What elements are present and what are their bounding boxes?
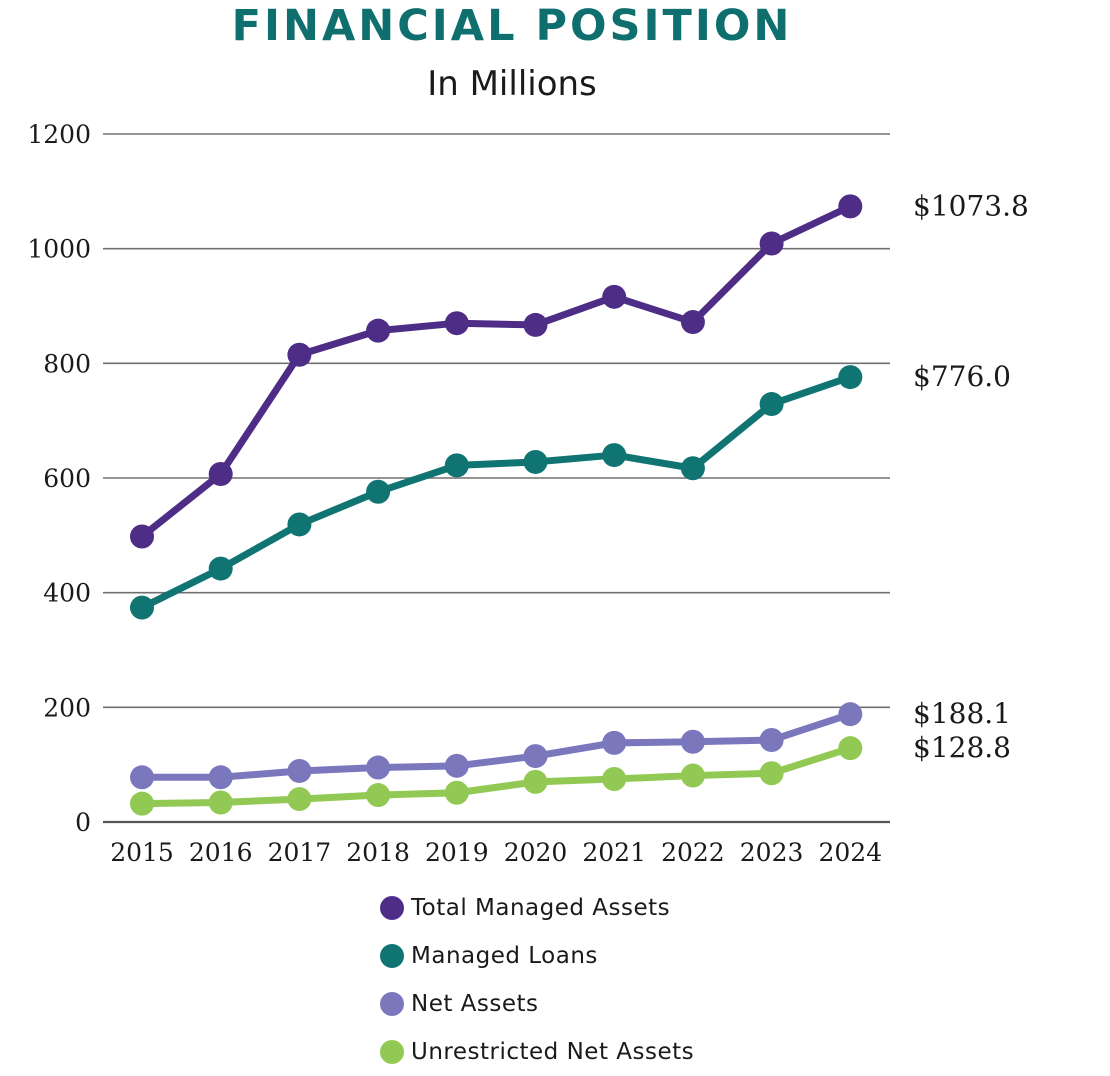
- series-line: [138, 373, 854, 612]
- legend-item-managed-loans: Managed Loans: [380, 932, 694, 980]
- data-point: [759, 761, 784, 786]
- data-point: [838, 702, 863, 727]
- end-value-label: $188.1: [913, 697, 1011, 730]
- data-point: [444, 311, 469, 336]
- series-line: [138, 744, 854, 808]
- x-tick-label: 2022: [661, 838, 725, 867]
- x-tick-label: 2016: [189, 838, 253, 867]
- legend-marker-icon: [380, 944, 404, 968]
- data-point: [759, 392, 784, 417]
- data-point: [208, 461, 233, 486]
- end-value-label: $128.8: [913, 731, 1011, 764]
- data-point: [287, 512, 312, 537]
- x-tick-label: 2017: [268, 838, 332, 867]
- series-line: [138, 710, 854, 781]
- data-point: [130, 524, 154, 549]
- data-point: [444, 753, 469, 778]
- data-point: [366, 755, 391, 780]
- y-tick-label: 200: [43, 693, 91, 722]
- data-point: [287, 787, 312, 812]
- data-point: [602, 284, 627, 309]
- end-value-labels: $1073.8 $776.0 $188.1$128.8: [913, 189, 1029, 764]
- x-tick-label: 2018: [346, 838, 410, 867]
- series-managed-loans: [130, 365, 863, 620]
- x-tick-label: 2015: [110, 838, 174, 867]
- end-value-label: $1073.8: [913, 189, 1029, 222]
- data-point: [523, 449, 548, 474]
- series-unrestricted-net-assets: [130, 736, 863, 816]
- data-point: [444, 780, 469, 805]
- legend-label: Unrestricted Net Assets: [411, 1039, 695, 1065]
- data-point: [680, 456, 705, 481]
- data-point: [287, 758, 312, 783]
- legend-item-unrestricted-net-assets: Unrestricted Net Assets: [380, 1028, 694, 1076]
- chart-title: FINANCIAL POSITION: [231, 1, 793, 51]
- data-point: [208, 765, 233, 790]
- legend-marker-icon: [380, 1040, 404, 1064]
- x-tick-label: 2020: [504, 838, 568, 867]
- data-point: [208, 556, 233, 581]
- data-point: [838, 736, 863, 761]
- y-tick-label: 1200: [27, 120, 91, 149]
- x-tick-label: 2021: [582, 838, 646, 867]
- data-point: [680, 310, 705, 335]
- data-point: [680, 729, 705, 754]
- data-point: [523, 744, 548, 769]
- data-point: [366, 783, 391, 808]
- data-point: [680, 763, 705, 788]
- end-value-label: $776.0: [913, 360, 1011, 393]
- legend-label: Net Assets: [411, 991, 539, 1017]
- x-tick-label: 2024: [818, 838, 882, 867]
- series-line: [138, 202, 854, 540]
- legend-item-net-assets: Net Assets: [380, 980, 694, 1028]
- data-point: [523, 312, 548, 337]
- x-tick-label: 2019: [425, 838, 489, 867]
- data-point: [130, 765, 154, 790]
- legend-marker-icon: [380, 992, 404, 1016]
- legend-marker-icon: [380, 896, 404, 920]
- legend: Total Managed Assets Managed Loans Net A…: [380, 884, 694, 1076]
- y-tick-label: 800: [43, 349, 91, 378]
- data-point: [130, 791, 154, 816]
- legend-item-total-managed-assets: Total Managed Assets: [380, 884, 694, 932]
- data-point: [602, 730, 627, 755]
- y-axis-tick-labels: 0 200 400 600 800 1000 1200: [27, 120, 91, 837]
- x-tick-label: 2023: [740, 838, 804, 867]
- series-total-managed-assets: [130, 194, 863, 549]
- data-point: [444, 453, 469, 478]
- data-point: [208, 790, 233, 815]
- series-net-assets: [130, 702, 863, 790]
- data-point: [838, 365, 863, 390]
- data-point: [523, 769, 548, 794]
- data-point: [602, 767, 627, 791]
- data-point: [366, 318, 391, 343]
- data-point: [366, 479, 391, 504]
- data-point: [838, 194, 863, 219]
- legend-label: Managed Loans: [411, 943, 598, 969]
- data-point: [130, 595, 154, 620]
- gridlines: [103, 133, 890, 824]
- y-tick-label: 600: [43, 464, 91, 493]
- data-point: [759, 728, 784, 753]
- data-point: [287, 342, 312, 367]
- legend-label: Total Managed Assets: [411, 895, 671, 921]
- y-tick-label: 0: [75, 808, 91, 837]
- y-tick-label: 400: [43, 579, 91, 608]
- data-point: [759, 231, 784, 256]
- y-tick-label: 1000: [27, 235, 91, 264]
- x-axis-tick-labels: 2015 2016 2017 2018 2019 2020 2021 2022 2023 2024: [110, 838, 882, 867]
- data-point: [602, 443, 627, 468]
- chart-subtitle: In Millions: [427, 64, 597, 104]
- series-lines: [130, 194, 863, 816]
